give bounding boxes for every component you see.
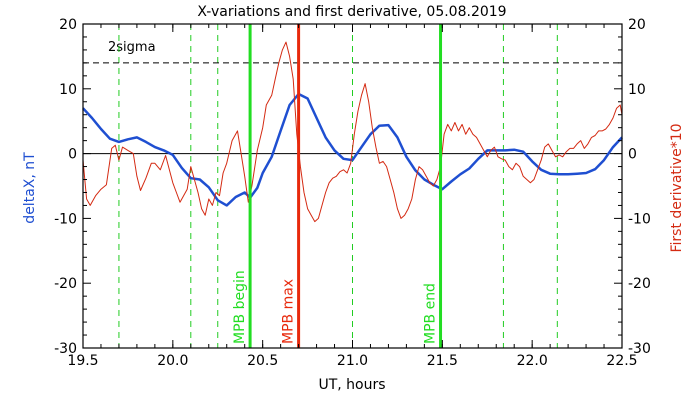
y-tick-label-left: 20 — [59, 17, 77, 33]
event-marker-label: MPB max — [281, 279, 297, 344]
x-tick-label: 20.0 — [157, 353, 188, 369]
y-tick-label-right: -30 — [628, 341, 651, 357]
y-axis-label-right: First derivative*10 — [669, 123, 685, 252]
x-tick-label: 20.5 — [247, 353, 278, 369]
x-axis-label: UT, hours — [318, 377, 385, 393]
chart-title: X-variations and first derivative, 05.08… — [197, 4, 506, 20]
x-tick-label: 21.0 — [337, 353, 368, 369]
y-tick-label-left: -30 — [54, 341, 77, 357]
x-tick-label: 22.5 — [606, 353, 637, 369]
threshold-label: 2sigma — [108, 40, 156, 55]
event-marker-label: MPB begin — [232, 270, 248, 344]
deltax-series-line — [82, 92, 623, 207]
y-tick-label-left: -10 — [54, 211, 77, 227]
y-axis-label-left: deltaX, nT — [22, 152, 38, 224]
y-tick-label-right: 0 — [628, 147, 637, 163]
x-tick-label: 21.5 — [427, 353, 458, 369]
x-tick-label: 22.0 — [517, 353, 548, 369]
y-tick-label-right: -20 — [628, 276, 651, 292]
y-tick-label-left: 0 — [68, 147, 77, 163]
derivative-series-line — [82, 41, 623, 223]
y-tick-label-left: 10 — [59, 82, 77, 98]
x-tick-label: 19.5 — [67, 353, 98, 369]
event-marker-label: MPB end — [423, 283, 439, 344]
plot-marks: MPB begin MPB max MPB end 19.5 20.0 20.5 21.0 2… — [54, 17, 651, 369]
y-tick-label-right: 10 — [628, 82, 646, 98]
y-tick-label-right: -10 — [628, 211, 651, 227]
y-tick-label-left: -20 — [54, 276, 77, 292]
y-tick-label-right: 20 — [628, 17, 646, 33]
